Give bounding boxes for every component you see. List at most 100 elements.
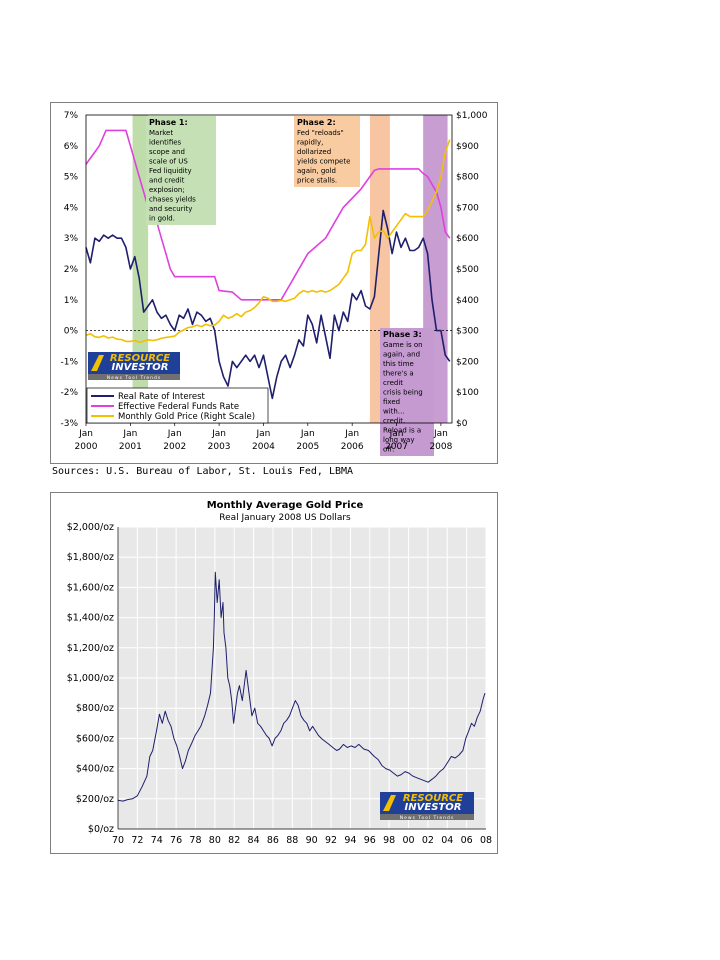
gold-price-line xyxy=(117,571,486,802)
x-tick-label: 06 xyxy=(461,835,473,846)
x-tick-label: 94 xyxy=(344,835,356,846)
y-left-tick-label: 1% xyxy=(64,296,79,306)
chart2-subtitle: Real January 2008 US Dollars xyxy=(219,513,351,523)
x-tick-label: 70 xyxy=(112,835,124,846)
phase-label-box-2 xyxy=(294,116,360,187)
y-left-tick-label: 3% xyxy=(64,234,79,244)
y-left-tick-label: 0% xyxy=(64,327,79,337)
phase-label-box-1 xyxy=(146,116,216,225)
chart2-title: Monthly Average Gold Price xyxy=(207,500,364,511)
y-right-tick-label: $500 xyxy=(456,265,479,275)
y-tick-label: $800/oz xyxy=(76,703,114,714)
y-tick-label: $1,200/oz xyxy=(67,643,114,654)
logo-tagline: News Tool Trends xyxy=(400,815,454,821)
logo-tagline-bar xyxy=(380,814,474,820)
x-tick-label: 04 xyxy=(441,835,453,846)
x-tick-label-year: 2007 xyxy=(385,442,408,452)
x-tick-label-month: Jan xyxy=(433,429,448,439)
y-tick-label: $0/oz xyxy=(88,824,114,835)
x-tick-label: 72 xyxy=(131,835,143,846)
gold-price-chart: Monthly Average Gold Price Real January … xyxy=(50,492,498,854)
x-tick-label-year: 2005 xyxy=(296,442,319,452)
legend-label-3: Monthly Gold Price (Right Scale) xyxy=(118,412,255,422)
x-tick-label-year: 2000 xyxy=(75,442,98,452)
x-tick-label-month: Jan xyxy=(389,429,404,439)
y-right-tick-label: $400 xyxy=(456,296,479,306)
y-left-tick-label: 2% xyxy=(64,265,79,275)
y-tick-label: $600/oz xyxy=(76,733,114,744)
x-tick-label-month: Jan xyxy=(256,429,271,439)
y-tick-label: $2,000/oz xyxy=(67,522,114,533)
y-left-tick-label: 7% xyxy=(64,111,79,121)
logo-text-line2: INVESTOR xyxy=(405,802,462,813)
legend-box xyxy=(86,387,269,424)
logo-text-line1: RESOURCE xyxy=(403,793,463,804)
phase-title-2: Phase 2: xyxy=(297,118,336,127)
x-tick-label: 88 xyxy=(286,835,298,846)
x-tick-label-year: 2001 xyxy=(119,442,142,452)
chart1-plot-border xyxy=(85,114,453,424)
y-tick-label: $1,600/oz xyxy=(67,582,114,593)
x-tick-label-year: 2002 xyxy=(163,442,186,452)
series-line-2 xyxy=(85,129,451,301)
logo-text-line1: RESOURCE xyxy=(110,353,170,364)
y-tick-label: $400/oz xyxy=(76,764,114,775)
y-right-tick-label: $600 xyxy=(456,234,479,244)
logo-tagline-bar xyxy=(88,374,180,380)
logo-background xyxy=(380,792,474,814)
y-right-tick-label: $300 xyxy=(456,327,479,337)
y-tick-label: $200/oz xyxy=(76,794,114,805)
x-tick-label-month: Jan xyxy=(211,429,226,439)
x-tick-label-year: 2006 xyxy=(341,442,364,452)
y-tick-label: $1,400/oz xyxy=(67,613,114,624)
series-line-3 xyxy=(85,139,451,344)
phase-label-box-3 xyxy=(380,328,434,456)
y-right-tick-label: $700 xyxy=(456,203,479,213)
y-left-tick-label: -2% xyxy=(60,388,78,398)
x-tick-label-year: 2008 xyxy=(429,442,452,452)
logo-emblem xyxy=(91,355,104,371)
sources-note: Sources: U.S. Bureau of Labor, St. Louis… xyxy=(52,466,354,477)
x-tick-label: 90 xyxy=(306,835,318,846)
y-left-tick-label: 4% xyxy=(64,203,79,213)
y-tick-label: $1,000/oz xyxy=(67,673,114,684)
y-right-tick-label: $0 xyxy=(456,419,468,429)
x-tick-label-month: Jan xyxy=(122,429,137,439)
x-tick-label: 98 xyxy=(383,835,395,846)
x-tick-label-month: Jan xyxy=(300,429,315,439)
x-tick-label: 84 xyxy=(248,835,260,846)
x-tick-label: 96 xyxy=(364,835,376,846)
y-right-tick-label: $1,000 xyxy=(456,111,488,121)
logo-text-line2: INVESTOR xyxy=(112,362,169,373)
x-tick-label: 76 xyxy=(170,835,182,846)
x-tick-label-month: Jan xyxy=(167,429,182,439)
legend-label-2: Effective Federal Funds Rate xyxy=(118,402,239,412)
y-left-tick-label: 6% xyxy=(64,142,79,152)
phase-title-3: Phase 3: xyxy=(383,330,422,339)
y-left-tick-label: -1% xyxy=(60,357,78,367)
logo-background xyxy=(88,352,180,374)
y-tick-label: $1,800/oz xyxy=(67,552,114,563)
x-tick-label: 86 xyxy=(267,835,279,846)
x-tick-label-month: Jan xyxy=(344,429,359,439)
y-right-tick-label: $800 xyxy=(456,173,479,183)
y-right-tick-label: $200 xyxy=(456,357,479,367)
phase-description-2: Fed "reloads" rapidly, dollarized yields co… xyxy=(297,129,350,185)
x-tick-label: 00 xyxy=(402,835,414,846)
rates-vs-gold-chart: Phase 1: Market identifies scope and scale o… xyxy=(50,102,498,464)
logo-emblem xyxy=(383,795,396,811)
x-tick-label: 74 xyxy=(151,835,163,846)
y-right-tick-label: $100 xyxy=(456,388,479,398)
x-tick-label: 08 xyxy=(480,835,492,846)
x-tick-label: 82 xyxy=(228,835,240,846)
y-left-tick-label: -3% xyxy=(60,419,78,429)
phase-title-1: Phase 1: xyxy=(149,118,188,127)
x-tick-label-year: 2003 xyxy=(208,442,231,452)
x-tick-label: 78 xyxy=(189,835,201,846)
legend-label-1: Real Rate of Interest xyxy=(118,392,206,402)
x-tick-label-year: 2004 xyxy=(252,442,275,452)
x-tick-label: 80 xyxy=(209,835,221,846)
x-tick-label: 02 xyxy=(422,835,434,846)
phase-description-3: Game is on again, and this time there's a cr… xyxy=(383,341,423,454)
x-tick-label-month: Jan xyxy=(78,429,93,439)
